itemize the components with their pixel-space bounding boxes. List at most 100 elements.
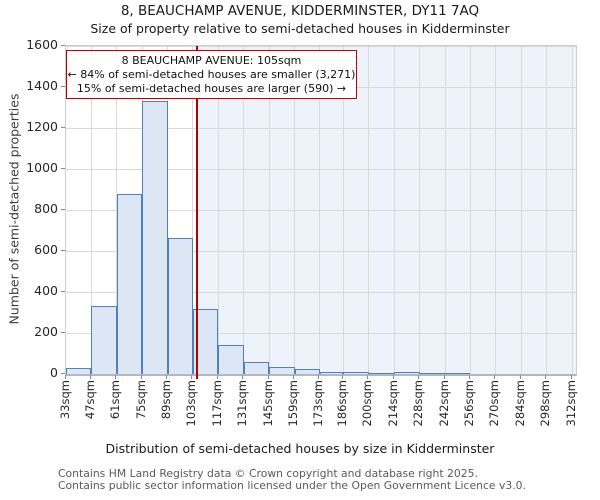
x-tick-mark	[64, 375, 66, 379]
x-axis-label: Distribution of semi-detached houses by …	[105, 441, 495, 456]
histogram-bar	[445, 373, 471, 375]
x-tick-mark	[519, 375, 521, 379]
histogram-bar	[218, 345, 244, 374]
y-tick-label: 1400	[26, 78, 58, 93]
histogram-bar	[66, 367, 92, 374]
v-gridline	[342, 46, 344, 374]
histogram-bar	[167, 237, 193, 374]
v-gridline	[167, 46, 169, 374]
y-tick-label: 400	[34, 283, 58, 298]
y-tick-mark	[61, 208, 65, 210]
v-gridline	[319, 46, 321, 374]
v-gridline	[90, 46, 92, 374]
histogram-bar	[419, 373, 446, 375]
x-tick-label: 242sqm	[436, 380, 451, 427]
v-gridline	[444, 46, 446, 374]
histogram-bar	[142, 101, 168, 374]
y-tick-mark	[61, 44, 65, 46]
x-tick-label: 200sqm	[360, 380, 375, 427]
x-tick-mark	[115, 375, 117, 379]
histogram-bar	[343, 372, 369, 374]
v-gridline	[294, 46, 296, 374]
x-tick-label: 298sqm	[538, 380, 553, 427]
footer-line-2: Contains public sector information licen…	[58, 478, 526, 492]
y-tick-mark	[61, 249, 65, 251]
y-tick-mark	[61, 372, 65, 374]
x-tick-label: 145sqm	[260, 380, 275, 427]
x-tick-label: 75sqm	[133, 380, 148, 420]
histogram-bar	[116, 193, 143, 374]
x-tick-mark	[443, 375, 445, 379]
x-tick-label: 312sqm	[563, 380, 578, 427]
x-tick-label: 173sqm	[311, 380, 326, 427]
h-gridline	[66, 332, 576, 334]
v-gridline	[268, 46, 270, 374]
y-tick-label: 1200	[26, 119, 58, 134]
x-tick-mark	[140, 375, 142, 379]
y-tick-mark	[61, 167, 65, 169]
h-gridline	[66, 127, 576, 129]
x-tick-mark	[191, 375, 193, 379]
h-gridline	[66, 291, 576, 293]
x-tick-mark	[570, 375, 572, 379]
y-tick-label: 0	[50, 365, 58, 380]
footer-line-1: Contains HM Land Registry data © Crown c…	[58, 467, 478, 480]
histogram-bar	[243, 361, 270, 374]
x-tick-label: 214sqm	[385, 380, 400, 427]
y-tick-label: 1600	[26, 37, 58, 52]
v-gridline	[243, 46, 245, 374]
histogram-bar	[269, 366, 295, 374]
x-tick-label: 270sqm	[487, 380, 502, 427]
y-tick-label: 200	[34, 324, 58, 339]
x-tick-mark	[242, 375, 244, 379]
h-gridline	[66, 209, 576, 211]
x-tick-mark	[216, 375, 218, 379]
x-tick-label: 131sqm	[235, 380, 250, 427]
x-tick-label: 228sqm	[411, 380, 426, 427]
x-tick-label: 117sqm	[209, 380, 224, 427]
x-tick-mark	[545, 375, 547, 379]
y-tick-mark	[61, 126, 65, 128]
v-gridline	[393, 46, 395, 374]
footer-text: Contains HM Land Registry data © Crown c…	[58, 468, 526, 491]
x-tick-mark	[468, 375, 470, 379]
x-tick-label: 33sqm	[57, 380, 72, 420]
y-tick-label: 600	[34, 242, 58, 257]
v-gridline	[546, 46, 548, 374]
v-gridline	[192, 46, 194, 374]
v-gridline	[495, 46, 497, 374]
y-tick-label: 1000	[26, 160, 58, 175]
annotation-line-3: 15% of semi-detached houses are larger (…	[76, 81, 347, 95]
x-tick-mark	[318, 375, 320, 379]
histogram-bar	[91, 306, 117, 374]
x-tick-mark	[392, 375, 394, 379]
x-tick-label: 89sqm	[159, 380, 174, 420]
x-tick-mark	[166, 375, 168, 379]
y-tick-mark	[61, 85, 65, 87]
histogram-bar	[368, 373, 395, 375]
h-gridline	[66, 250, 576, 252]
x-tick-mark	[89, 375, 91, 379]
x-tick-label: 103sqm	[184, 380, 199, 427]
v-gridline	[571, 46, 573, 374]
x-tick-mark	[367, 375, 369, 379]
plot-area	[65, 45, 577, 379]
x-tick-label: 61sqm	[108, 380, 123, 420]
y-tick-label: 800	[34, 201, 58, 216]
h-gridline	[66, 45, 576, 47]
x-tick-label: 159sqm	[286, 380, 301, 427]
v-gridline	[217, 46, 219, 374]
annotation-box: 8 BEAUCHAMP AVENUE: 105sqm ← 84% of semi…	[66, 50, 357, 99]
v-gridline	[520, 46, 522, 374]
x-tick-mark	[267, 375, 269, 379]
v-gridline	[368, 46, 370, 374]
annotation-line-1: 8 BEAUCHAMP AVENUE: 105sqm	[121, 53, 302, 67]
histogram-bar	[294, 368, 320, 374]
x-tick-label: 186sqm	[334, 380, 349, 427]
x-tick-label: 256sqm	[461, 380, 476, 427]
x-tick-mark	[341, 375, 343, 379]
x-tick-mark	[293, 375, 295, 379]
v-gridline	[469, 46, 471, 374]
x-tick-label: 47sqm	[82, 380, 97, 420]
